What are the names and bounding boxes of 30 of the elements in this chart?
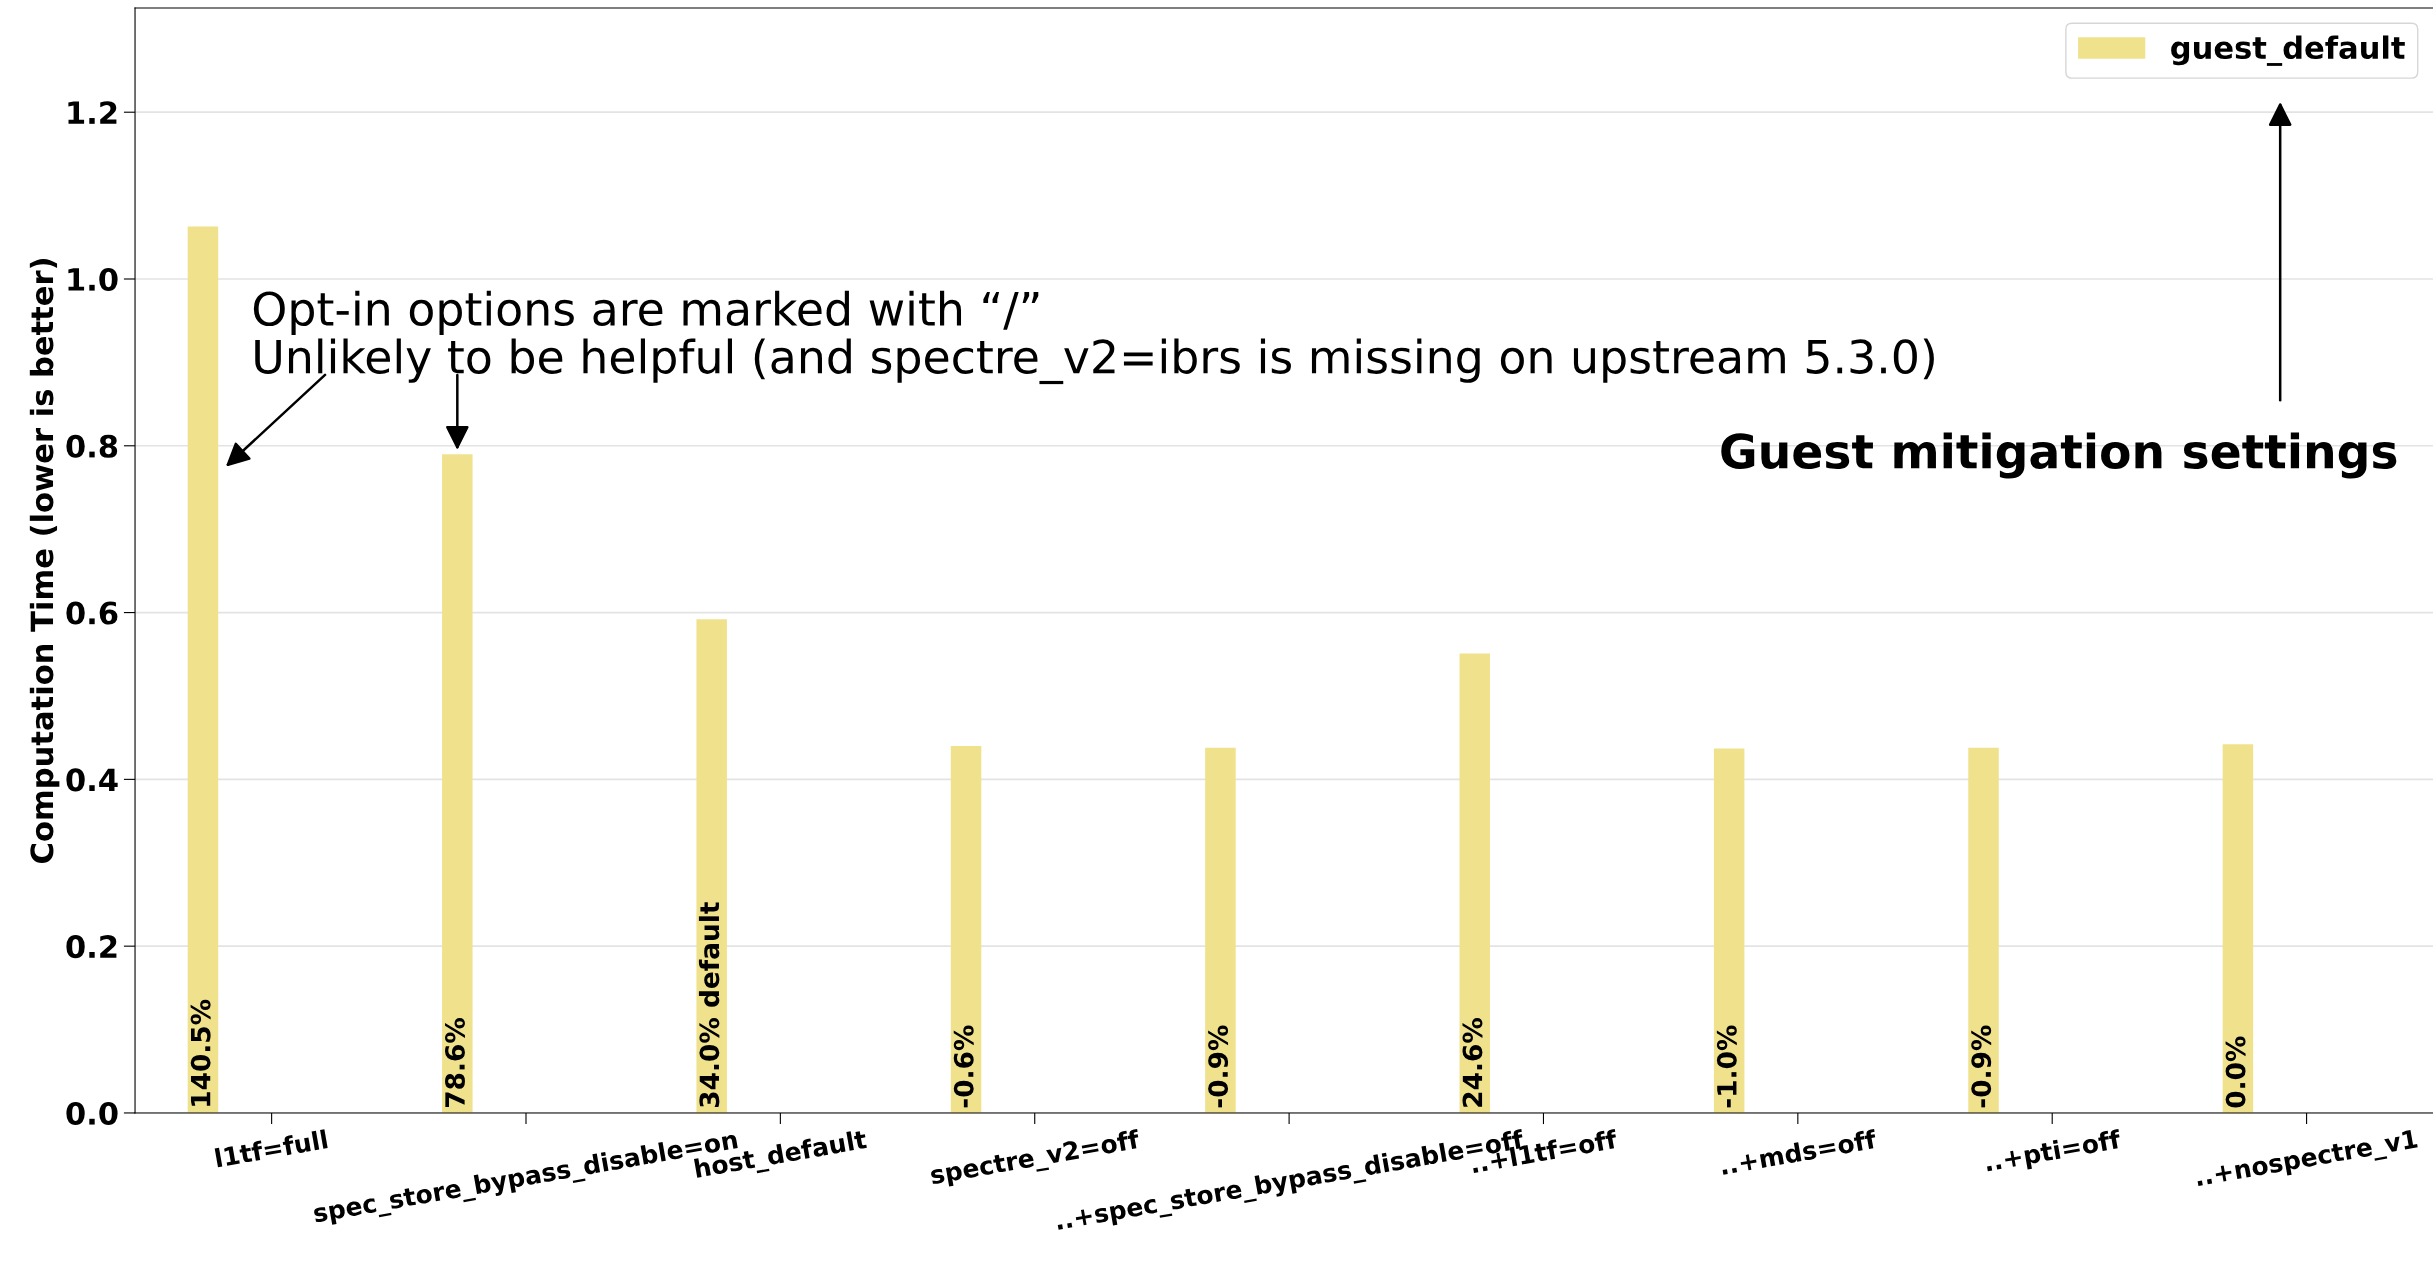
annotation: -0.9%	[1971, 1025, 1992, 1108]
bar	[1205, 747, 1236, 1113]
annotation: Guest mitigation settings	[1721, 432, 2397, 479]
bar	[2222, 744, 2254, 1113]
y-tick-label: 0.0	[66, 1101, 118, 1125]
y-tick-label: 0.8	[66, 434, 118, 458]
annotation: -1.0%	[1716, 1025, 1737, 1108]
y-tick-label: 1.2	[68, 101, 117, 124]
bar	[696, 619, 727, 1113]
y-axis-title: Computation Time (lower is better)	[29, 259, 60, 863]
annotation: 24.6%	[1462, 1018, 1483, 1107]
annotation: 78.6%	[445, 1018, 465, 1108]
bar	[187, 226, 219, 1113]
bar	[442, 454, 473, 1113]
y-tick-label: 0.6	[66, 601, 118, 625]
bar	[1459, 653, 1491, 1113]
annotation: -0.9%	[1208, 1025, 1229, 1108]
y-tick-label: 1.0	[68, 267, 118, 292]
x-tick-label: ..+pti=off	[1984, 1128, 2123, 1177]
annotation: 0.0%	[2225, 1036, 2246, 1108]
annotation: -0.6%	[953, 1025, 974, 1108]
bar	[1968, 747, 1999, 1113]
legend-label: guest_default	[2171, 35, 2405, 66]
annotation: 140.5%	[190, 999, 211, 1106]
y-tick-label: 0.2	[66, 935, 117, 959]
y-tick-label: 0.4	[66, 768, 118, 792]
annotation: 34.0% default	[698, 902, 720, 1108]
bar	[1713, 748, 1745, 1113]
annotation: Opt-in options are marked with “/” Unlikely to be helpful (and spectre_v2=ibrs is missing on upstream 5.3.0)	[253, 290, 1934, 385]
bar	[950, 746, 982, 1113]
